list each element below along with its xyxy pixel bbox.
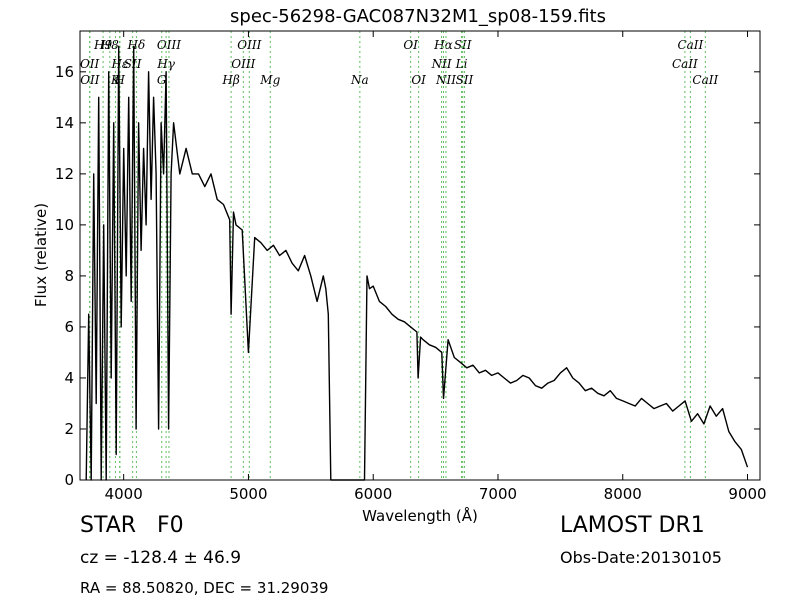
spectral-line-label: K — [110, 73, 121, 87]
spectral-line-label: Hα — [433, 38, 453, 52]
spectral-line-label: NII — [431, 57, 452, 71]
spectral-line-label: OII — [80, 57, 100, 71]
spectral-line-label: H9 — [93, 38, 112, 52]
observation-date: Obs-Date:20130105 — [560, 548, 722, 567]
coordinates: RA = 88.50820, DEC = 31.29039 — [80, 579, 329, 597]
y-tick-label: 8 — [64, 267, 74, 285]
object-class: STAR — [80, 513, 137, 538]
y-axis: 0 2 4 6 8 10 12 14 16 — [55, 63, 760, 489]
spectral-line-label: Hβ — [221, 73, 239, 87]
spectral-line-label: OI — [403, 38, 418, 52]
y-tick-label: 0 — [64, 471, 74, 489]
spectral-line-label: CaII — [672, 57, 698, 71]
y-tick-label: 6 — [64, 318, 74, 336]
spectral-line-label: NII — [435, 73, 456, 87]
spectral-line-label: SII — [456, 73, 474, 87]
object-subclass: F0 — [157, 513, 184, 538]
spectral-line-label: CaII — [692, 73, 718, 87]
survey-name: LAMOST DR1 — [560, 513, 705, 538]
spectrum-series — [85, 45, 749, 481]
y-tick-label: 12 — [55, 165, 74, 183]
y-tick-label: 10 — [55, 216, 74, 234]
spectral-line-label: Na — [350, 73, 369, 87]
x-tick-label: 8000 — [604, 485, 642, 503]
y-tick-label: 16 — [55, 63, 74, 81]
spectral-line-label: Mg — [259, 73, 280, 87]
spectral-line-label: Hδ — [127, 38, 146, 52]
cz-value: cz = -128.4 — [80, 548, 179, 568]
chart-title: spec-56298-GAC087N32M1_sp08-159.fits — [230, 6, 606, 27]
x-tick-label: 7000 — [479, 485, 517, 503]
spectral-line-label: OI — [411, 73, 426, 87]
y-tick-label: 2 — [64, 420, 74, 438]
y-tick-label: 14 — [55, 114, 74, 132]
spectral-line-label: SII — [124, 57, 142, 71]
plot-frame — [79, 30, 761, 481]
object-classification: STAR F0 — [80, 513, 184, 538]
x-axis-label: Wavelength (Å) — [362, 506, 478, 525]
spectral-line-label: CaII — [677, 38, 703, 52]
spectral-line-label: H8 — [100, 38, 119, 52]
spectrum-line — [85, 45, 749, 481]
spectral-line-label: OII — [80, 73, 100, 87]
x-tick-label: 4000 — [105, 485, 143, 503]
spectral-line-label: Li — [455, 57, 468, 71]
spectral-line-label: OIII — [231, 57, 255, 71]
y-axis-label: Flux (relative) — [32, 203, 50, 307]
spectral-line-label: SII — [454, 38, 472, 52]
spectral-line-label: Hγ — [156, 57, 175, 71]
redshift-readout: cz = -128.4 ± 46.9 — [80, 548, 241, 568]
spectral-line-label: OIII — [157, 38, 181, 52]
x-tick-label: 5000 — [229, 485, 267, 503]
spectral-line-label: OIII — [237, 38, 261, 52]
cz-error: ± 46.9 — [183, 548, 242, 568]
x-tick-label: 6000 — [354, 485, 392, 503]
x-axis: 4000 5000 6000 7000 8000 9000 — [105, 31, 767, 503]
spectral-line-label: G — [157, 73, 167, 87]
y-tick-label: 4 — [64, 369, 74, 387]
x-tick-label: 9000 — [728, 485, 766, 503]
